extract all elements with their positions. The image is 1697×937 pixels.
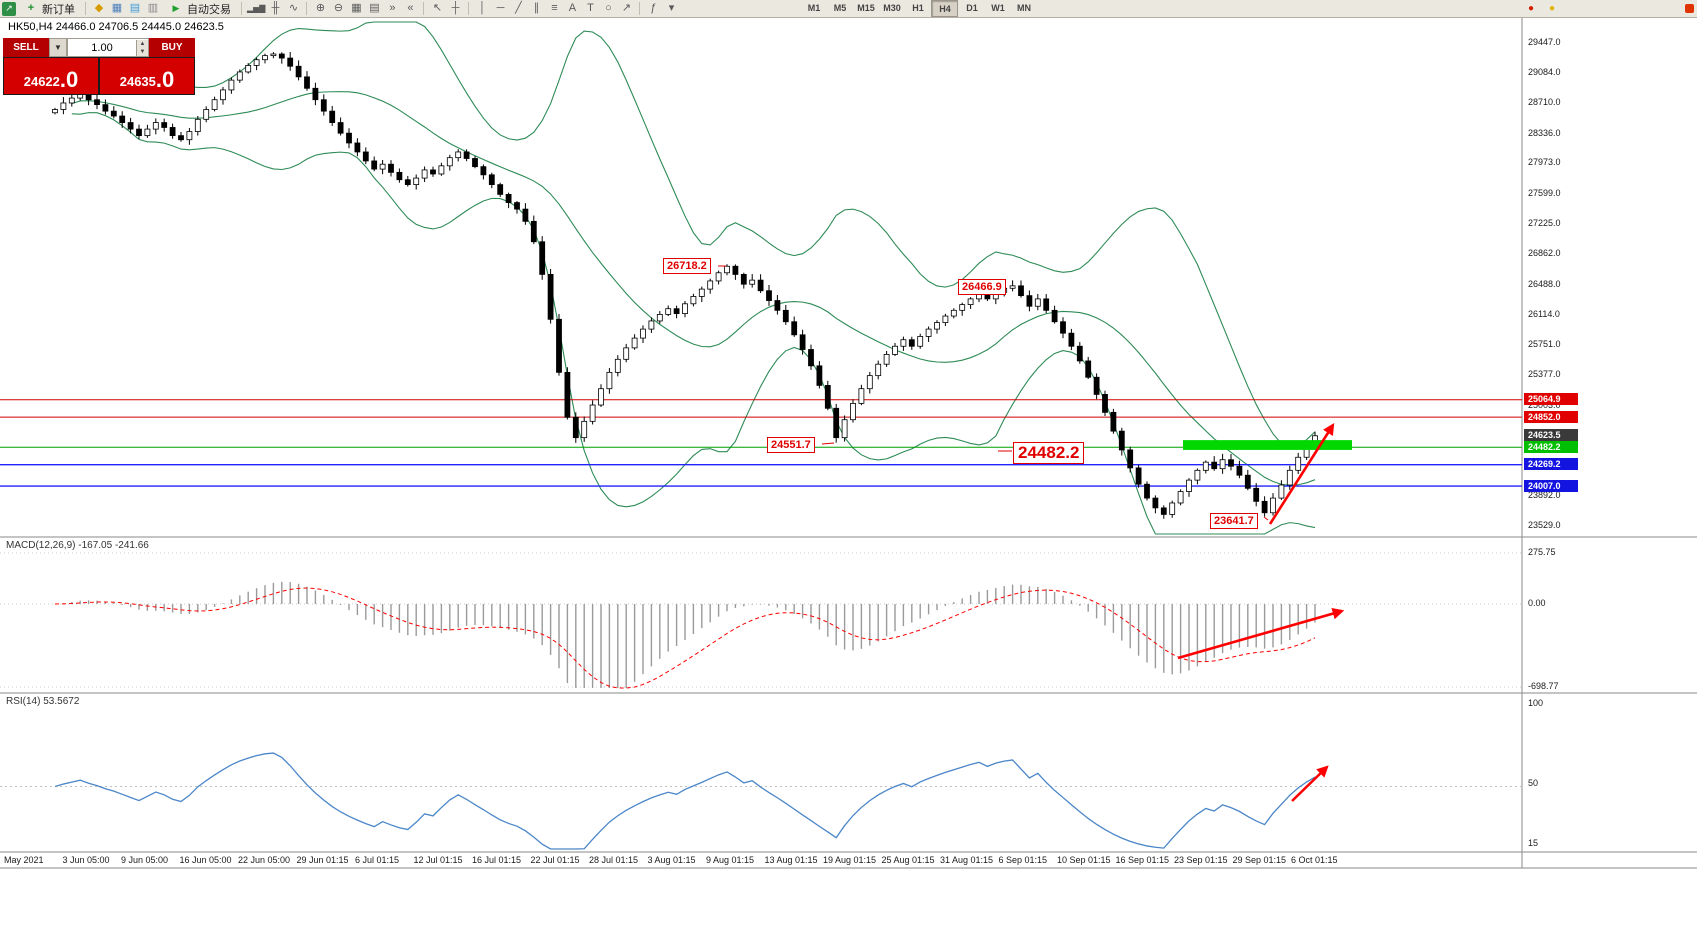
toolbar-separator [468, 2, 470, 15]
label-icon[interactable]: T [587, 2, 594, 14]
toolbar-right-group: ● ● [1523, 1, 1560, 16]
timeframe-m15[interactable]: M15 [857, 2, 875, 13]
toolbar: ↗ + 新订单 ◆ ▦ ▤ ▥ ▶ 自动交易 ▂▅▇ ╫ ∿ ⊕ ⊖ ▦ ▤ »… [0, 0, 1697, 18]
volume-value: 1.00 [91, 41, 113, 54]
market-watch-icon[interactable]: ◆ [94, 2, 104, 14]
horizontal-line-icon[interactable]: ─ [496, 2, 505, 14]
chart-window-icon[interactable]: ↗ [2, 1, 16, 16]
autotrading-button[interactable]: ▶ 自动交易 [163, 1, 236, 16]
timeframe-w1[interactable]: W1 [991, 2, 1005, 13]
navigator-icon[interactable]: ▤ [129, 2, 141, 14]
cursor-icon[interactable]: ↖ [432, 2, 443, 14]
shapes-icon[interactable]: ○ [605, 2, 612, 14]
toolbar-separator [85, 2, 86, 15]
buy-price-button[interactable]: 24635.0 [100, 58, 194, 94]
chevron-down-icon[interactable]: ▼ [49, 38, 67, 57]
one-click-trading-panel: SELL ▼ 1.00 ▲ ▼ BUY 24622.0 24635.0 [3, 38, 195, 95]
connection-status-icon [1685, 4, 1694, 13]
macd-indicator-label: MACD(12,26,9) -167.05 -241.66 [6, 540, 149, 551]
new-order-icon: + [27, 2, 35, 14]
sell-price: 24622 [23, 74, 60, 89]
buy-price-frac: .0 [155, 67, 175, 92]
timeframe-d1[interactable]: D1 [966, 2, 978, 13]
sell-price-button[interactable]: 24622.0 [4, 58, 98, 94]
spin-up-icon[interactable]: ▲ [137, 39, 148, 48]
volume-input[interactable]: 1.00 ▲ ▼ [67, 38, 149, 57]
auto-scroll-icon[interactable]: » [389, 2, 396, 14]
arrows-tool-icon[interactable]: ↗ [621, 2, 632, 14]
tile-windows-icon[interactable]: ▦ [351, 2, 362, 14]
toolbar-separator [639, 2, 641, 15]
buy-button[interactable]: BUY [149, 38, 195, 57]
zoom-in-icon[interactable]: ⊕ [315, 2, 326, 14]
buy-price: 24635 [119, 74, 156, 89]
vertical-line-icon[interactable]: │ [479, 2, 486, 14]
volume-stepper[interactable]: ▲ ▼ [136, 39, 148, 56]
timeframe-toolbar: M1 M5 M15 M30 H1 H4 D1 W1 MN [801, 0, 1036, 17]
candlestick-chart-icon[interactable]: ╫ [271, 2, 280, 14]
toolbar-separator [306, 2, 308, 15]
indicators-dropdown-icon[interactable]: ▾ [668, 2, 675, 14]
chart-shift-icon[interactable]: « [407, 2, 414, 14]
data-window-icon[interactable]: ▦ [111, 2, 123, 14]
timeframe-h4[interactable]: H4 [931, 0, 959, 17]
timeframe-m1[interactable]: M1 [807, 2, 821, 13]
timeframe-m5[interactable]: M5 [833, 2, 847, 13]
timeframe-mn[interactable]: MN [1016, 2, 1031, 13]
news-icon[interactable]: ● [1548, 2, 1556, 14]
bar-chart-icon[interactable]: ▂▅▇ [247, 3, 266, 13]
timeframe-h1[interactable]: H1 [912, 2, 924, 13]
text-icon[interactable]: A [568, 2, 577, 14]
autotrading-icon: ▶ [172, 3, 180, 13]
trendline-icon[interactable]: ╱ [515, 2, 522, 14]
toolbar-separator [241, 2, 242, 15]
line-chart-icon[interactable]: ∿ [288, 2, 299, 14]
sell-button[interactable]: SELL [3, 38, 49, 57]
spin-down-icon[interactable]: ▼ [137, 47, 148, 56]
autotrading-label: 自动交易 [187, 3, 231, 16]
crosshair-icon[interactable]: ┼ [451, 2, 460, 14]
channel-icon[interactable]: ∥ [533, 2, 540, 14]
timeframe-m30[interactable]: M30 [883, 2, 901, 13]
zoom-out-icon[interactable]: ⊖ [333, 2, 344, 14]
new-order-button[interactable]: + 新订单 [18, 1, 80, 16]
new-order-label: 新订单 [42, 3, 75, 16]
terminal-icon[interactable]: ▥ [147, 2, 159, 14]
alert-icon[interactable]: ● [1527, 2, 1535, 14]
toolbar-separator [423, 2, 425, 15]
symbol-ohlc-readout: HK50,H4 24466.0 24706.5 24445.0 24623.5 [8, 21, 224, 33]
fibonacci-icon[interactable]: ≡ [551, 2, 558, 14]
indicators-icon[interactable]: ƒ [650, 2, 657, 14]
cascade-windows-icon[interactable]: ▤ [369, 2, 380, 14]
rsi-indicator-label: RSI(14) 53.5672 [6, 696, 80, 707]
sell-price-frac: .0 [59, 67, 79, 92]
